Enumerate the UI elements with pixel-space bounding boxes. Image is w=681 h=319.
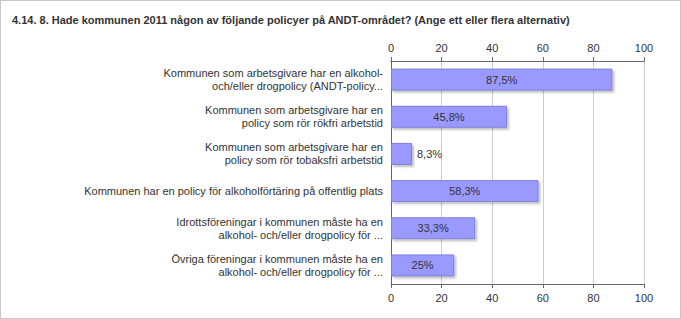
svg-text:och/eller drogpolicy (ANDT-pol: och/eller drogpolicy (ANDT-policy... [212,80,383,92]
svg-text:Kommunen som arbetsgivare har: Kommunen som arbetsgivare har en alkohol… [163,67,383,79]
svg-text:25%: 25% [412,259,434,271]
svg-text:20: 20 [435,292,447,304]
svg-text:policy som rör rökfri arbetsti: policy som rör rökfri arbetstid [242,117,383,129]
svg-text:60: 60 [537,42,549,54]
svg-text:alkohol- och/eller drogpolicy: alkohol- och/eller drogpolicy för ... [219,229,383,241]
svg-text:Idrottsföreningar i kommunen m: Idrottsföreningar i kommunen måste ha en [176,216,383,228]
svg-text:45,8%: 45,8% [433,111,464,123]
svg-text:100: 100 [635,42,653,54]
svg-text:8,3%: 8,3% [417,148,442,160]
svg-text:40: 40 [486,42,498,54]
svg-text:80: 80 [587,42,599,54]
svg-text:20: 20 [435,42,447,54]
svg-text:0: 0 [388,292,394,304]
svg-text:4.14. 8. Hade kommunen 2011 nå: 4.14. 8. Hade kommunen 2011 någon av föl… [12,14,570,26]
svg-text:0: 0 [388,42,394,54]
svg-text:58,3%: 58,3% [449,185,480,197]
svg-text:87,5%: 87,5% [486,74,517,86]
svg-text:60: 60 [537,292,549,304]
svg-text:Övriga föreningar i kommunen m: Övriga föreningar i kommunen måste ha en [171,253,383,265]
svg-text:Kommunen som arbetsgivare har: Kommunen som arbetsgivare har en [205,141,383,153]
svg-text:policy som rör tobaksfri arbet: policy som rör tobaksfri arbetstid [225,154,383,166]
svg-text:33,3%: 33,3% [418,222,449,234]
svg-text:80: 80 [587,292,599,304]
svg-text:100: 100 [635,292,653,304]
svg-text:Kommunen har en policy för alk: Kommunen har en policy för alkoholförtär… [84,185,383,197]
svg-text:Kommunen som arbetsgivare har: Kommunen som arbetsgivare har en [205,104,383,116]
svg-text:alkohol- och/eller drogpolicy: alkohol- och/eller drogpolicy för ... [219,266,383,278]
svg-text:40: 40 [486,292,498,304]
